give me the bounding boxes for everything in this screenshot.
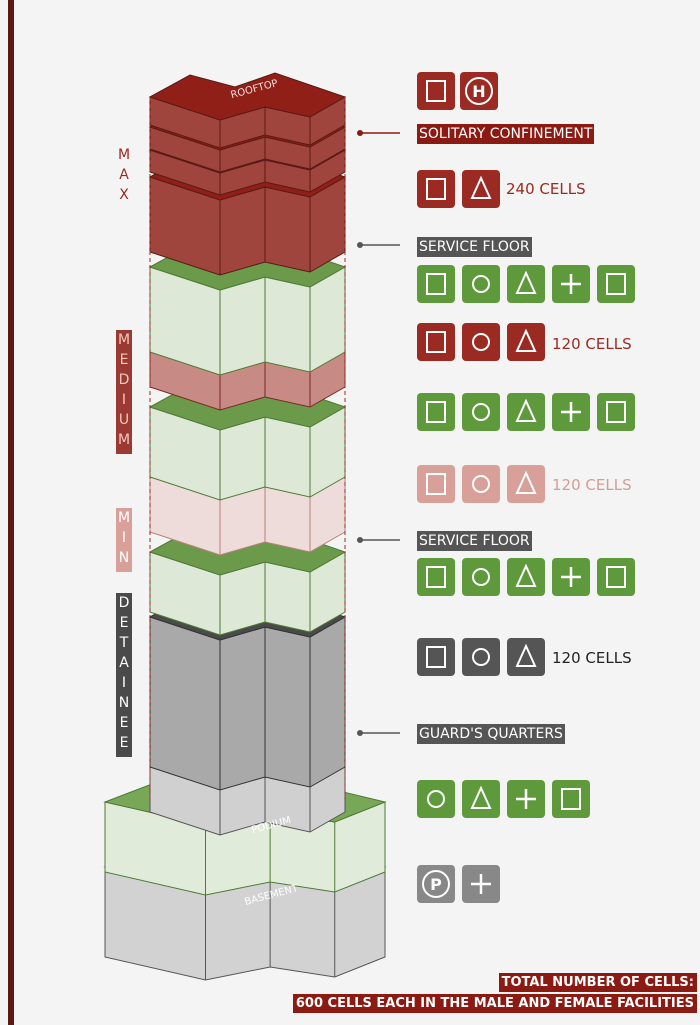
callout: GUARD'S QUARTERS (417, 724, 565, 744)
icon-glyph (606, 566, 626, 588)
icon-glyph (427, 790, 445, 808)
icon-glyph (472, 403, 490, 421)
icon-glyph (515, 470, 537, 494)
icon-glyph (472, 568, 490, 586)
icon-glyph (472, 648, 490, 666)
icon-glyph (426, 80, 446, 102)
icon-glyph (515, 398, 537, 422)
icon (417, 558, 455, 596)
pointer-dot (357, 537, 363, 543)
callout: SOLITARY CONFINEMENT (417, 124, 595, 144)
icon-glyph (515, 328, 537, 352)
icon-glyph (426, 401, 446, 423)
pointer-dot (357, 242, 363, 248)
icon-glyph (606, 273, 626, 295)
cell-count: 120 CELLS (552, 335, 632, 353)
icon-glyph (515, 643, 537, 667)
footer-line: 600 CELLS EACH IN THE MALE AND FEMALE FA… (292, 994, 697, 1013)
icon-glyph (426, 178, 446, 200)
cell-count: 240 CELLS (506, 180, 586, 198)
icon-glyph (561, 402, 581, 422)
callout: SERVICE FLOOR (417, 531, 532, 551)
icon-glyph (426, 646, 446, 668)
icon (462, 323, 500, 361)
icon (462, 638, 500, 676)
icon (597, 265, 635, 303)
icon-glyph (471, 874, 491, 894)
edge-strip (8, 0, 14, 1025)
icon-letter: P (430, 875, 442, 894)
icon-glyph (426, 473, 446, 495)
cell-count: 120 CELLS (552, 649, 632, 667)
icon (417, 72, 455, 110)
icon (462, 558, 500, 596)
icon-glyph (561, 567, 581, 587)
icon-glyph (515, 270, 537, 294)
icon (417, 265, 455, 303)
level-label: MEDIUM (116, 330, 132, 454)
icon-glyph (426, 566, 446, 588)
pointer-dot (357, 130, 363, 136)
callout: SERVICE FLOOR (417, 237, 532, 257)
icon-glyph (516, 789, 536, 809)
icon-letter: H (472, 82, 485, 101)
icon (597, 558, 635, 596)
footer-line: TOTAL NUMBER OF CELLS: (498, 973, 697, 992)
pointer-dot (357, 730, 363, 736)
icon-glyph (515, 563, 537, 587)
icon-glyph (472, 275, 490, 293)
icon-glyph (472, 475, 490, 493)
level-label: DETAINEE (116, 593, 132, 757)
icon-glyph (561, 274, 581, 294)
icon-glyph (470, 175, 492, 199)
level-label: MAX (116, 147, 132, 207)
icon-glyph (426, 331, 446, 353)
level-label: MIN (116, 508, 132, 572)
icon-glyph (465, 77, 493, 105)
icon (462, 265, 500, 303)
icon (417, 465, 455, 503)
icon-glyph (561, 788, 581, 810)
icon-glyph (470, 785, 492, 809)
icon-glyph (426, 273, 446, 295)
icon (552, 780, 590, 818)
icon (462, 465, 500, 503)
icon-glyph (606, 401, 626, 423)
block-side (149, 616, 346, 791)
icon (417, 323, 455, 361)
icon (417, 170, 455, 208)
icon (417, 780, 455, 818)
icon-glyph (472, 333, 490, 351)
icon (417, 638, 455, 676)
icon (417, 393, 455, 431)
icon-glyph (422, 870, 450, 898)
cell-count: 120 CELLS (552, 476, 632, 494)
icon (597, 393, 635, 431)
icon (462, 393, 500, 431)
